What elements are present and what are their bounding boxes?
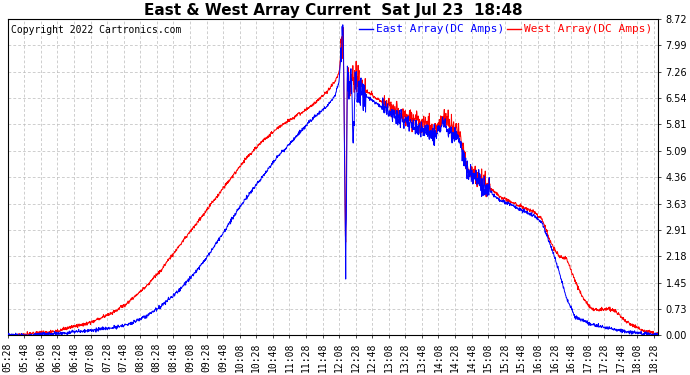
- Title: East & West Array Current  Sat Jul 23  18:48: East & West Array Current Sat Jul 23 18:…: [144, 3, 522, 18]
- Legend: East Array(DC Amps), West Array(DC Amps): East Array(DC Amps), West Array(DC Amps): [359, 24, 653, 34]
- Text: Copyright 2022 Cartronics.com: Copyright 2022 Cartronics.com: [11, 25, 181, 35]
